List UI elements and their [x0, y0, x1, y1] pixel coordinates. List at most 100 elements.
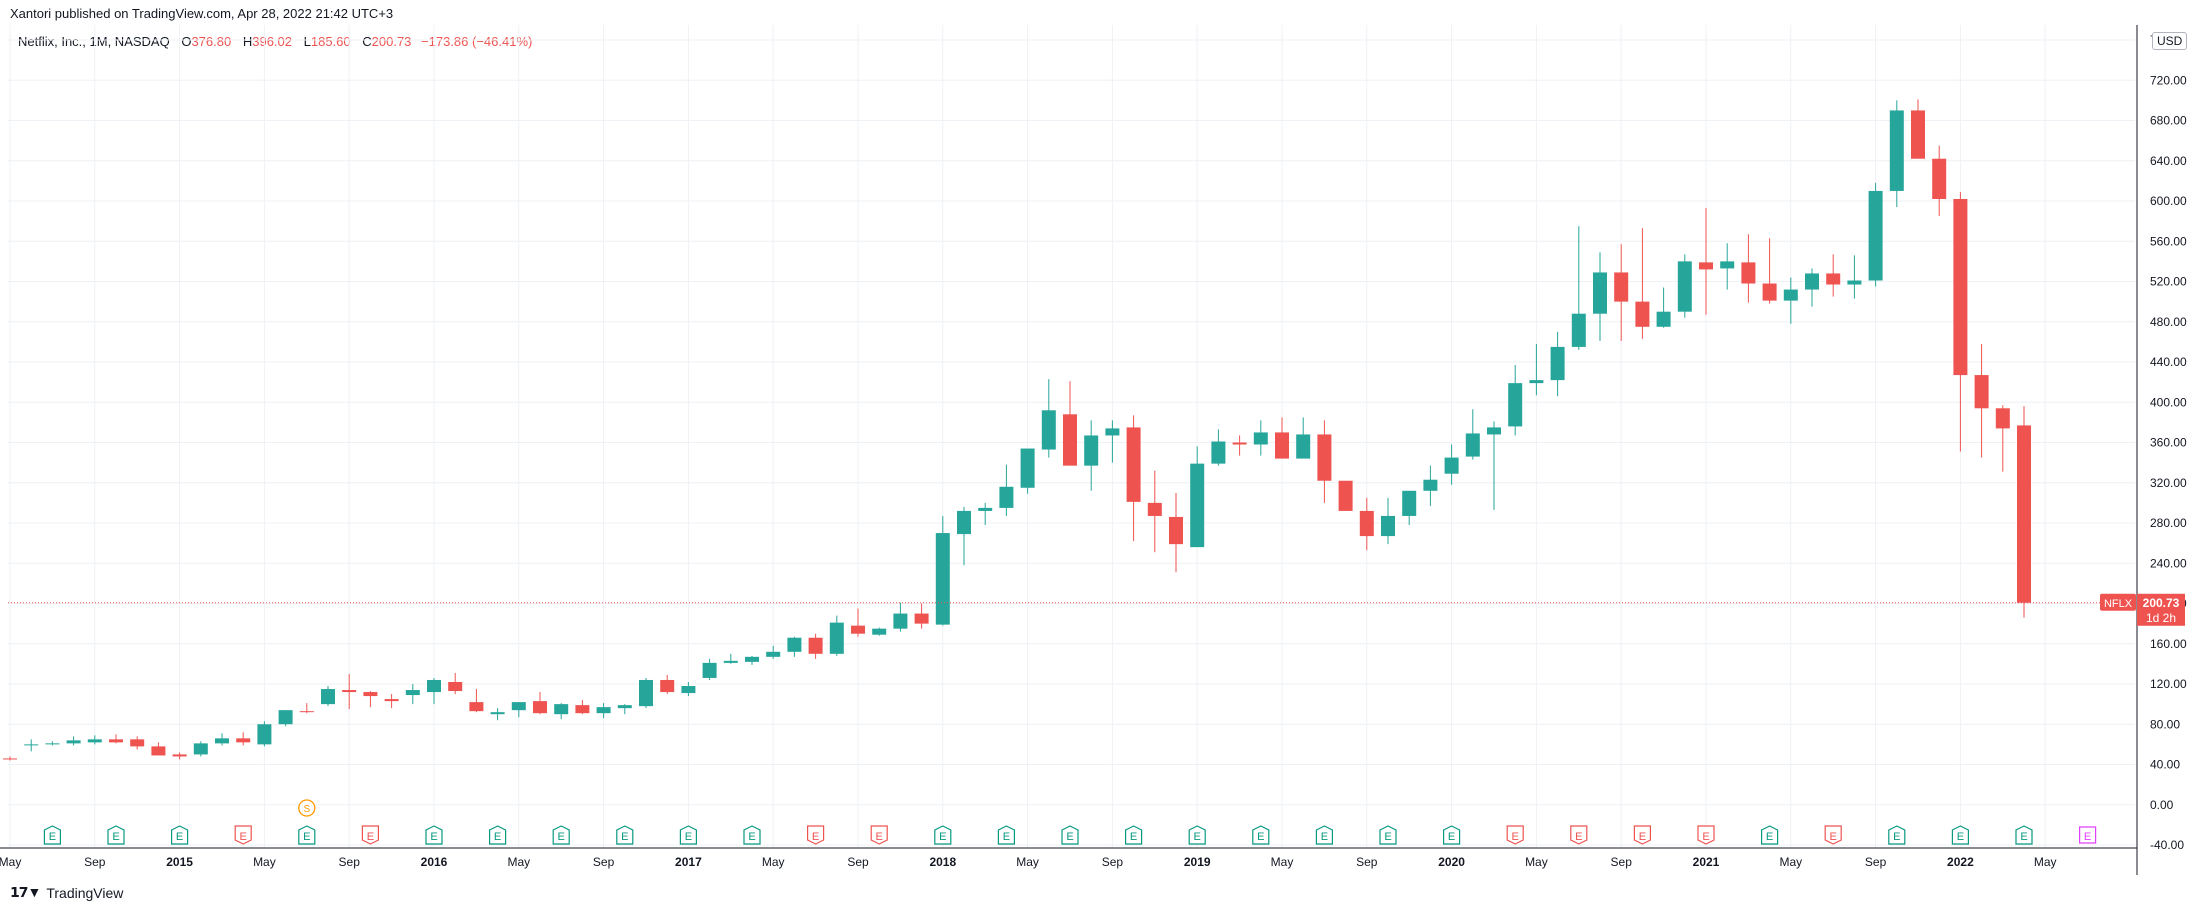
earnings-event-label: E: [1003, 831, 1010, 843]
candle-body: [1593, 272, 1607, 314]
earnings-event-icon: [425, 825, 443, 845]
earnings-event-icon: [1061, 825, 1079, 845]
y-tick-label: 680.00: [2150, 114, 2187, 128]
candle-body: [109, 739, 123, 743]
candle-body: [257, 724, 272, 745]
tradingview-brand[interactable]: 𝟭𝟳▼ TradingView: [10, 884, 123, 901]
earnings-event-label: E: [1639, 831, 1646, 843]
candle-body: [1253, 432, 1268, 445]
earnings-event-label: E: [1321, 831, 1328, 843]
x-tick-label: 2021: [1693, 855, 1720, 869]
y-tick-label: 40.00: [2150, 758, 2180, 772]
open-label: O: [181, 34, 192, 49]
brand-name: TradingView: [46, 884, 124, 901]
earnings-event-icon: [743, 825, 761, 845]
earnings-event-icon: [298, 825, 316, 845]
y-tick-label: 120.00: [2150, 677, 2187, 691]
candle-body: [1084, 435, 1099, 466]
earnings-event-label: E: [2084, 831, 2091, 843]
low-value: 185.60: [310, 34, 351, 49]
symbol-title: Netflix, Inc., 1M, NASDAQ: [18, 34, 170, 49]
earnings-event-label: E: [2020, 831, 2027, 843]
earnings-event-label: E: [621, 831, 628, 843]
earnings-event-icon: [1633, 825, 1651, 845]
x-tick-label: 2020: [1438, 855, 1465, 869]
last-price-value: 200.73: [2143, 596, 2180, 610]
candle-body: [66, 740, 81, 744]
x-tick-label: 2019: [1184, 855, 1211, 869]
x-tick-label: 2016: [421, 855, 448, 869]
x-tick-label: May: [762, 855, 785, 869]
earnings-event-icon: [1761, 825, 1779, 845]
candle-body: [681, 686, 696, 694]
y-tick-label: 560.00: [2150, 234, 2187, 248]
earnings-event-icon: [1379, 825, 1397, 845]
x-tick-label: May: [507, 855, 530, 869]
candle-body: [1720, 261, 1735, 269]
candle-body: [872, 628, 887, 635]
currency-label[interactable]: USD: [2152, 32, 2188, 50]
candle-body: [1974, 375, 1989, 409]
candle-body: [766, 651, 781, 657]
x-tick-label: Sep: [1865, 855, 1887, 869]
y-tick-label: 360.00: [2150, 436, 2187, 450]
ticker-tag: NFLX: [2104, 598, 2133, 610]
candle-body: [2017, 425, 2031, 603]
candle-body: [978, 507, 993, 511]
candle-body: [236, 738, 251, 743]
y-tick-label: 400.00: [2150, 395, 2187, 409]
x-tick-label: 2017: [675, 855, 702, 869]
earnings-event-label: E: [1766, 831, 1773, 843]
candle-body: [1232, 442, 1247, 445]
y-tick-label: 720.00: [2150, 73, 2187, 87]
candle-body: [1699, 262, 1713, 270]
candle-body: [893, 613, 908, 629]
earnings-event-label: E: [1130, 831, 1137, 843]
earnings-event-icon: [1697, 825, 1715, 845]
x-tick-label: Sep: [847, 855, 869, 869]
earnings-event-label: E: [1066, 831, 1073, 843]
candle-body: [427, 679, 441, 693]
publisher-line: Xantori published on TradingView.com, Ap…: [10, 6, 394, 21]
candle-body: [1826, 273, 1841, 285]
candle-body: [151, 746, 166, 756]
earnings-event-icon: [1570, 825, 1588, 845]
x-tick-label: Sep: [339, 855, 361, 869]
earnings-event-icon: [1951, 825, 1969, 845]
candle-body: [24, 744, 39, 746]
candle-body: [448, 681, 463, 692]
candle-body: [1550, 346, 1565, 381]
candle-body: [278, 710, 293, 725]
earnings-event-label: E: [49, 831, 56, 843]
earnings-event-icon: [2015, 825, 2033, 845]
x-tick-label: Sep: [1102, 855, 1124, 869]
candle-body: [1762, 283, 1777, 301]
x-tick-label: 2015: [166, 855, 193, 869]
candle-body: [1381, 515, 1395, 537]
y-tick-label: 240.00: [2150, 556, 2187, 570]
candle-body: [1147, 502, 1162, 516]
y-tick-label: 640.00: [2150, 154, 2187, 168]
candle-body: [829, 622, 844, 654]
earnings-event-icon: [679, 825, 697, 845]
earnings-event-icon: [1252, 825, 1270, 845]
earnings-event-icon: [171, 825, 189, 845]
candle-body: [914, 613, 929, 624]
candle-body: [1571, 313, 1586, 347]
y-tick-label: 480.00: [2150, 315, 2187, 329]
candle-body: [639, 679, 653, 707]
y-tick-label: 440.00: [2150, 355, 2187, 369]
earnings-event-label: E: [176, 831, 183, 843]
candle-body: [299, 711, 314, 713]
candle-body: [1635, 301, 1650, 327]
earnings-event-label: E: [939, 831, 946, 843]
earnings-event-label: E: [1384, 831, 1391, 843]
candle-body: [533, 701, 547, 714]
candle-body: [405, 690, 420, 696]
x-tick-label: May: [253, 855, 276, 869]
candle-body: [1275, 432, 1289, 459]
tradingview-logo-icon: 𝟭𝟳▼: [10, 884, 41, 900]
earnings-event-label: E: [1512, 831, 1519, 843]
candle-body: [1741, 262, 1756, 284]
